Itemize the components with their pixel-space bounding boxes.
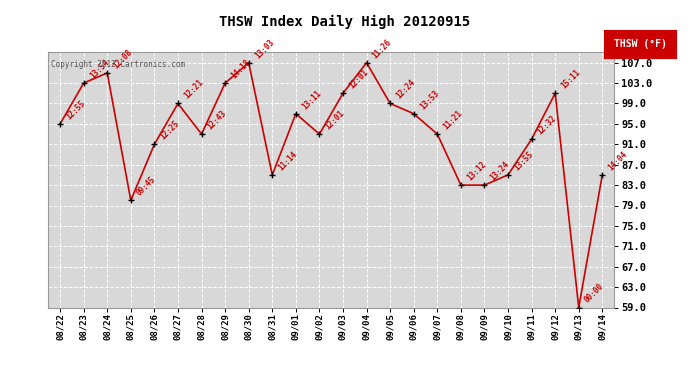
Text: THSW Index Daily High 20120915: THSW Index Daily High 20120915: [219, 15, 471, 29]
Text: 13:11: 13:11: [300, 88, 323, 111]
Text: Copyright 2012 Cartronics.com: Copyright 2012 Cartronics.com: [51, 60, 185, 69]
Text: 12:08: 12:08: [111, 47, 134, 70]
Text: THSW (°F): THSW (°F): [613, 39, 667, 49]
Text: 13:55: 13:55: [512, 149, 535, 172]
Text: 00:00: 00:00: [583, 282, 606, 305]
Text: 14:04: 14:04: [607, 149, 629, 172]
Text: 11:14: 11:14: [277, 149, 299, 172]
Text: 12:21: 12:21: [182, 78, 205, 101]
Text: 12:01: 12:01: [324, 109, 346, 131]
Text: 12:24: 12:24: [394, 78, 417, 101]
Text: 13:24: 13:24: [489, 160, 511, 182]
Text: 09:45: 09:45: [135, 175, 158, 198]
Text: 12:55: 12:55: [64, 98, 87, 121]
Text: 12:25: 12:25: [159, 119, 181, 141]
Text: 13:53: 13:53: [418, 88, 441, 111]
Text: 13:03: 13:03: [253, 37, 275, 60]
Text: 13:54: 13:54: [88, 58, 110, 80]
Text: 12:43: 12:43: [206, 109, 228, 131]
Text: 15:11: 15:11: [560, 68, 582, 90]
Text: 12:32: 12:32: [535, 114, 558, 136]
Text: 11:26: 11:26: [371, 37, 393, 60]
Text: 12:01: 12:01: [347, 68, 370, 90]
Text: 14:18: 14:18: [229, 58, 252, 80]
Text: 13:12: 13:12: [465, 160, 488, 182]
Text: 11:21: 11:21: [442, 109, 464, 131]
